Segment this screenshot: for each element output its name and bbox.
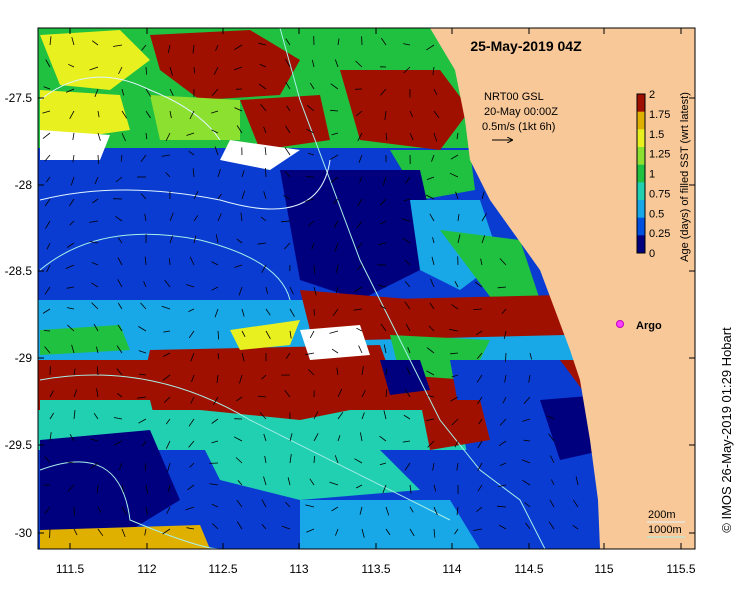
isobath-1000m	[39, 233, 451, 549]
y-tick-label: -29	[15, 351, 33, 365]
colorbar-tick-label: 2	[649, 89, 655, 101]
colorbar-tick-label: 0.25	[649, 228, 670, 240]
x-tick-label: 111.5	[56, 562, 85, 576]
colorbar-tick-label: 1.25	[649, 149, 670, 161]
colorbar-label: Age (days) of filled SST (wrt latest)	[679, 92, 691, 262]
colorbar-segment	[637, 235, 645, 254]
current-note-line2: 20-May 00:00Z	[484, 106, 558, 118]
colorbar-tick-label: 0	[649, 248, 655, 260]
colorbar-segment	[637, 147, 645, 166]
colorbar-tick-label: 1.75	[649, 109, 670, 121]
x-tick-label: 112.5	[208, 562, 237, 576]
colorbar: 0 0.25 0.5 0.75 1 1.25 1.5 1.75 2	[636, 89, 670, 260]
sst-age-field	[38, 28, 695, 549]
y-tick-label: -29.5	[5, 438, 33, 452]
y-tick-label: -28	[15, 178, 33, 192]
colorbar-segment	[637, 200, 645, 219]
x-axis: 111.5 112 112.5 113 113.5 114 114.5 115 115.5	[56, 28, 696, 576]
isobath-legend: 200m 1000m	[647, 509, 685, 538]
colorbar-segment	[637, 182, 645, 201]
colorbar-tick-label: 0.5	[649, 208, 664, 220]
colorbar-segment	[637, 164, 645, 183]
map-title: 25-May-2019 04Z	[470, 38, 582, 54]
land-mass	[430, 28, 695, 549]
x-tick-label: 115	[594, 562, 613, 576]
isobath-200m	[279, 28, 546, 549]
y-tick-label: -27.5	[5, 91, 33, 105]
colorbar-tick-label: 1.5	[649, 129, 664, 141]
x-tick-label: 115.5	[666, 562, 695, 576]
x-tick-label: 113	[289, 562, 308, 576]
colorbar-segment	[637, 94, 645, 113]
x-tick-label: 114	[442, 562, 461, 576]
colorbar-tick-label: 0.75	[649, 188, 670, 200]
colorbar-segment	[637, 111, 645, 130]
x-tick-label: 112	[137, 562, 156, 576]
argo-marker: Argo	[616, 320, 662, 332]
current-vectors	[42, 36, 579, 539]
credit-text: © IMOS 26-May-2019 01:29 Hobart	[719, 327, 734, 533]
legend-1000m-label: 1000m	[648, 524, 682, 536]
colorbar-segment	[637, 129, 645, 148]
colorbar-segment	[637, 217, 645, 236]
x-tick-label: 114.5	[514, 562, 543, 576]
y-axis: -27.5 -28 -28.5 -29 -29.5 -30	[5, 91, 695, 540]
argo-label: Argo	[636, 320, 662, 332]
colorbar-tick-label: 1	[649, 169, 655, 181]
x-tick-label: 113.5	[361, 562, 390, 576]
current-note-line3: 0.5m/s (1kt 6h)	[482, 121, 555, 133]
y-tick-label: -28.5	[5, 264, 33, 278]
current-note-line1: NRT00 GSL	[484, 91, 544, 103]
y-tick-label: -30	[15, 526, 33, 540]
legend-200m-label: 200m	[648, 509, 676, 521]
